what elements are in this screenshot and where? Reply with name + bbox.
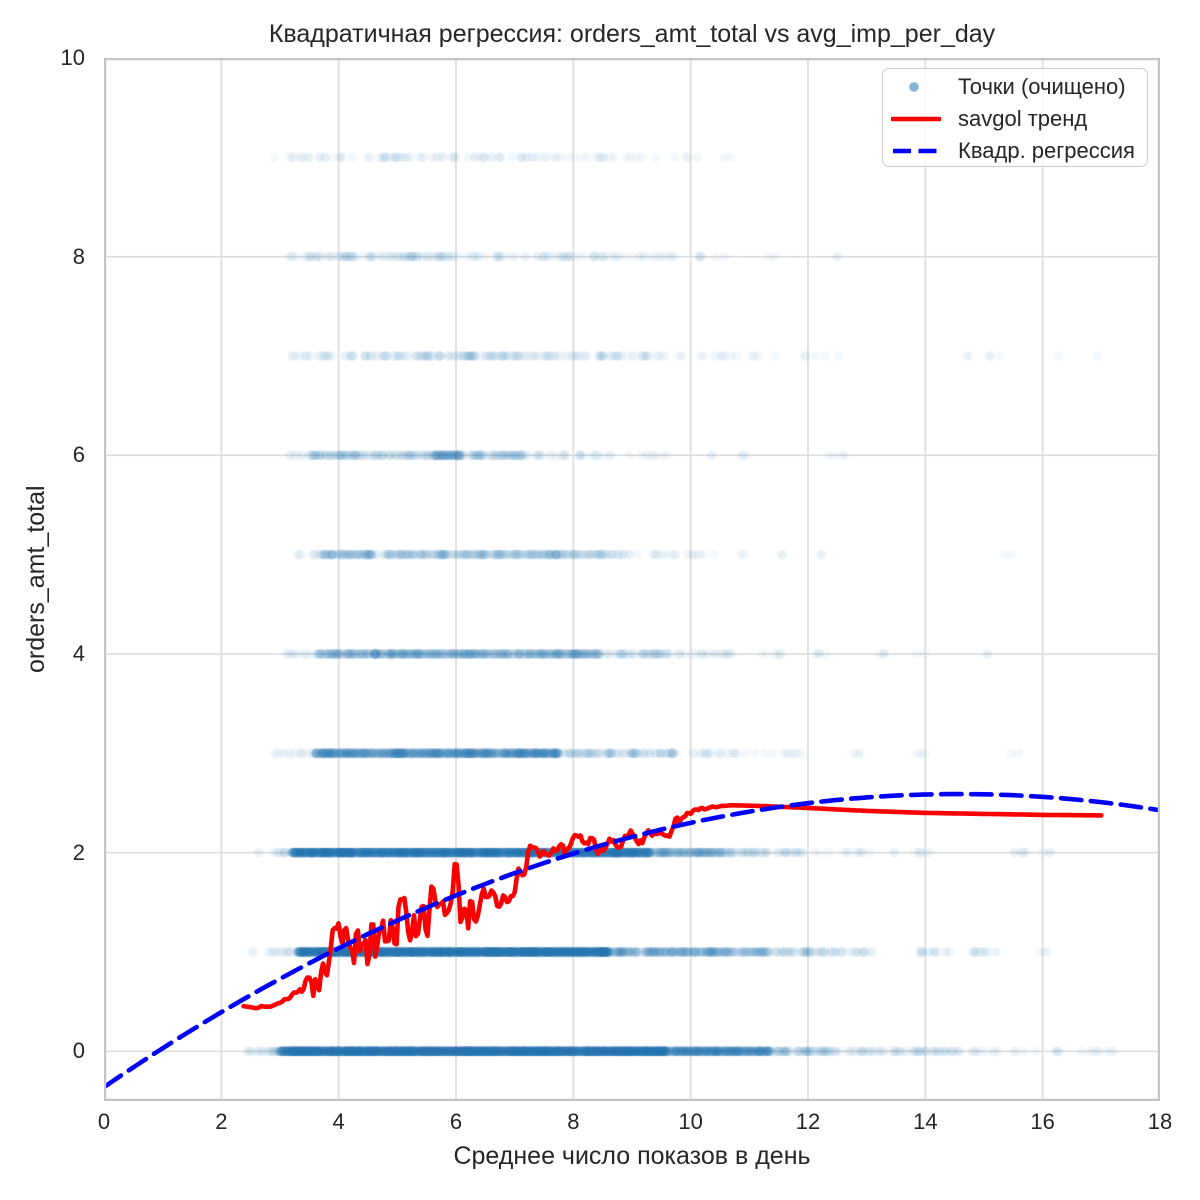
legend-item-savgol: savgol тренд <box>883 103 1147 135</box>
legend-item-points: Точки (очищено) <box>883 71 1147 103</box>
y-tick-label: 8 <box>72 243 85 269</box>
legend: Точки (очищено) savgol тренд Квадр. регр… <box>882 68 1148 167</box>
legend-label: Точки (очищено) <box>958 74 1126 99</box>
savgol-trend-line <box>241 803 1104 1011</box>
x-tick-label: 12 <box>795 1109 821 1134</box>
x-tick-label: 0 <box>97 1109 111 1134</box>
plot-area <box>104 58 1160 1101</box>
y-tick-label: 2 <box>72 839 85 865</box>
legend-label: savgol тренд <box>958 106 1088 131</box>
y-tick-label: 6 <box>72 442 85 468</box>
y-tick-label: 4 <box>72 641 85 666</box>
dashed-line-icon <box>891 135 941 167</box>
legend-label: Квадр. регрессия <box>958 138 1135 163</box>
legend-item-quadratic: Квадр. регрессия <box>883 135 1147 167</box>
y-tick-label: 0 <box>72 1038 85 1064</box>
chart-title: Квадратичная регрессия: orders_amt_total… <box>268 20 996 48</box>
x-tick-label: 14 <box>913 1109 938 1134</box>
trend-lines-layer <box>104 58 1160 1101</box>
x-axis-label: Среднее число показов в день <box>453 1142 811 1170</box>
x-tick-label: 6 <box>449 1109 463 1134</box>
x-tick-label: 18 <box>1147 1109 1173 1134</box>
scatter-marker-icon <box>891 71 941 103</box>
x-tick-label: 4 <box>332 1109 345 1134</box>
solid-line-icon <box>890 103 942 135</box>
y-tick-label: 10 <box>60 45 85 70</box>
x-tick-label: 10 <box>678 1109 703 1134</box>
scatter-points-layer <box>104 58 1160 1101</box>
x-tick-label: 8 <box>567 1109 580 1134</box>
y-axis-label: orders_amt_total <box>22 485 50 674</box>
x-tick-label: 2 <box>215 1109 228 1134</box>
axes-spines <box>104 58 1160 1101</box>
x-tick-label: 16 <box>1030 1109 1055 1134</box>
quadratic-regression-line <box>104 791 1160 1090</box>
